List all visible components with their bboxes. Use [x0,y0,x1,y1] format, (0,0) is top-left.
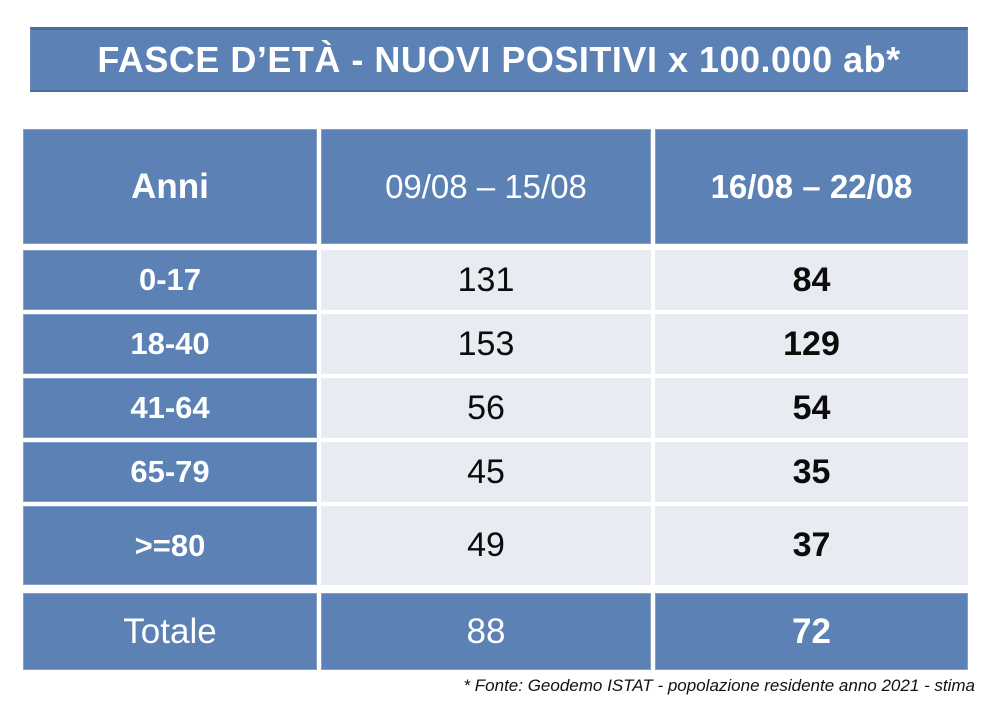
header-cell-week2: 16/08 – 22/08 [655,129,968,244]
total-week2-value-cell: 72 [655,593,968,670]
age-groups-table: Anni 09/08 – 15/08 16/08 – 22/08 0-17 13… [23,129,968,670]
header-cell-anni: Anni [23,129,317,244]
table-body: 0-17 131 84 18-40 153 129 41-64 56 54 65… [23,250,968,585]
table-total-row: Totale 88 72 [23,593,968,670]
age-label-cell: >=80 [23,506,317,585]
table-header-row: Anni 09/08 – 15/08 16/08 – 22/08 [23,129,968,244]
age-label-cell: 41-64 [23,378,317,438]
week2-value-cell: 129 [655,314,968,374]
table-row: 0-17 131 84 [23,250,968,310]
title-bar: FASCE D’ETÀ - NUOVI POSITIVI x 100.000 a… [30,27,968,92]
week2-value-cell: 37 [655,506,968,585]
week1-value-cell: 49 [321,506,651,585]
week1-value-cell: 45 [321,442,651,502]
total-label-cell: Totale [23,593,317,670]
age-label-cell: 18-40 [23,314,317,374]
table-row: 18-40 153 129 [23,314,968,374]
total-week1-value-cell: 88 [321,593,651,670]
week1-value-cell: 153 [321,314,651,374]
table-row: 65-79 45 35 [23,442,968,502]
week1-value-cell: 56 [321,378,651,438]
week2-value-cell: 84 [655,250,968,310]
page-title: FASCE D’ETÀ - NUOVI POSITIVI x 100.000 a… [97,39,901,80]
age-label-cell: 0-17 [23,250,317,310]
header-cell-week1: 09/08 – 15/08 [321,129,651,244]
week2-value-cell: 54 [655,378,968,438]
table-row: 41-64 56 54 [23,378,968,438]
week1-value-cell: 131 [321,250,651,310]
source-footnote: * Fonte: Geodemo ISTAT - popolazione res… [463,676,975,695]
age-label-cell: 65-79 [23,442,317,502]
table-row: >=80 49 37 [23,506,968,585]
week2-value-cell: 35 [655,442,968,502]
